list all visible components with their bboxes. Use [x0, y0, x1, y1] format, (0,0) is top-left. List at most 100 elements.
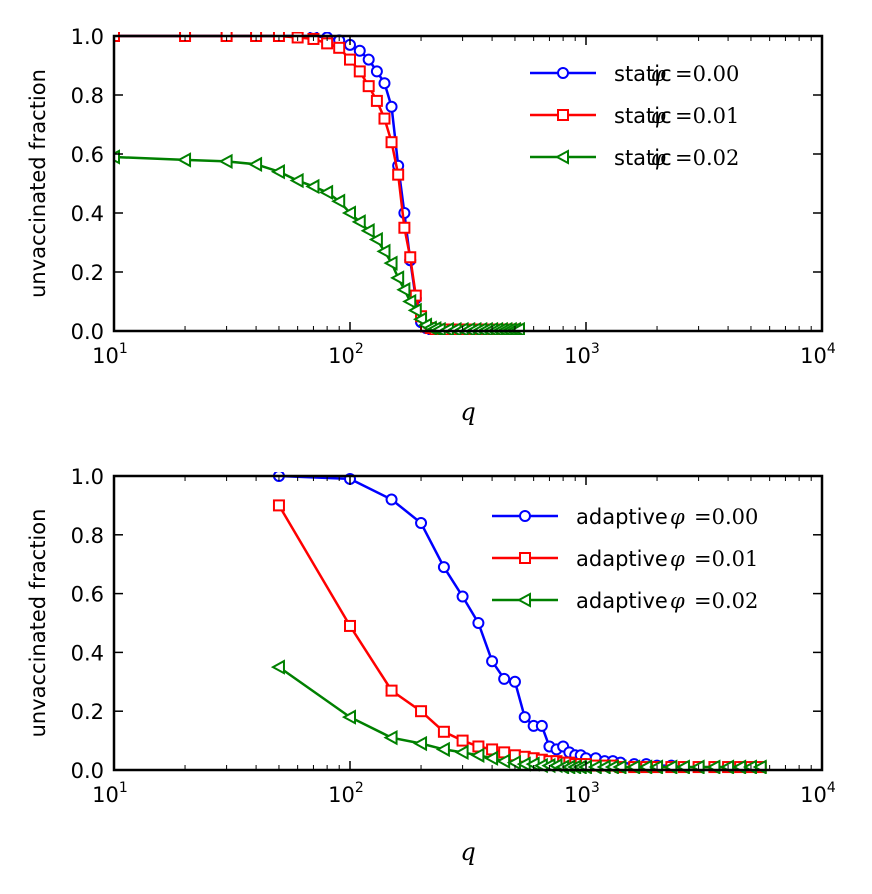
- legend-value-3: =0.02: [694, 589, 758, 613]
- x-tick-label: 102: [328, 780, 364, 807]
- series-3-point-6: [470, 747, 485, 763]
- series-1-point-10: [518, 711, 531, 724]
- series-line-2: [277, 504, 761, 769]
- series-1-point-8: [498, 672, 511, 685]
- series-3-point-4: [435, 741, 450, 758]
- y-tick-label: 0.8: [71, 524, 104, 548]
- y-tick-label: 0.2: [71, 261, 104, 285]
- y-tick-label: 1.0: [71, 25, 104, 49]
- series-3-point-6: [305, 178, 320, 195]
- series-3-point-17: [402, 293, 417, 310]
- x-tick-label: 103: [564, 341, 600, 368]
- legend-label-1: static: [614, 62, 672, 86]
- series-3-point-7: [483, 750, 499, 766]
- series-1-point-16: [398, 207, 411, 219]
- series-1-point-4: [437, 561, 450, 574]
- series-3-point-5: [454, 744, 469, 761]
- series-1-point-11: [362, 53, 375, 66]
- y-axis-label: unvaccinated fraction: [26, 509, 50, 738]
- series-3-point-5: [289, 172, 304, 189]
- y-tick-label: 0.6: [71, 143, 104, 167]
- legend-1-point-marker: [557, 67, 569, 79]
- legend-2-point-marker: [557, 109, 569, 121]
- series-3-point-1: [176, 152, 192, 168]
- series-3-point-4: [270, 164, 285, 180]
- series-2: [272, 499, 767, 774]
- series-2-point-13: [378, 112, 391, 125]
- series-2-point-1: [344, 619, 356, 632]
- chart-2: 0.0 0.2 0.4 0.6 0.8 1.0 101 102 103 104 q unvaccina…: [26, 465, 836, 866]
- series-3-point-9: [341, 205, 356, 221]
- legend-phi-1: φ: [670, 505, 685, 529]
- legend-value-1: =0.00: [675, 62, 739, 86]
- x-tick-label: 102: [328, 341, 364, 368]
- series-2-point-12: [370, 94, 383, 107]
- series-3-point-8: [331, 193, 346, 209]
- legend-label-1: adaptive: [576, 505, 668, 529]
- y-tick-label: 0.4: [71, 641, 104, 665]
- series-3: [114, 149, 525, 335]
- series-1-point-6: [472, 617, 485, 629]
- legend-phi-2: φ: [670, 547, 685, 571]
- legend-value-2: =0.01: [675, 104, 739, 128]
- series-1-point-7: [486, 655, 499, 668]
- y-tick-label: 0.6: [71, 583, 104, 607]
- y-axis-label: unvaccinated fraction: [26, 69, 50, 298]
- series-2-point-5: [456, 734, 469, 747]
- series-2-point-2: [385, 684, 398, 697]
- legend-value-3: =0.02: [675, 146, 739, 170]
- series-3-point-3: [412, 735, 428, 752]
- legend-3-point-marker: [554, 149, 569, 165]
- series-3-point-12: [368, 231, 383, 248]
- series-2-point-15: [392, 168, 405, 181]
- x-tick-label: 101: [92, 341, 128, 368]
- y-tick-label: 0.8: [71, 84, 104, 108]
- series-1-point-12: [370, 65, 383, 78]
- legend-label-2: adaptive: [576, 547, 668, 571]
- y-tick-label: 0.0: [71, 320, 104, 344]
- series-1-point-14: [385, 100, 398, 113]
- series-3-point-10: [351, 214, 366, 230]
- series-3-point-7: [319, 184, 334, 201]
- series-2-point-16: [398, 221, 411, 234]
- series-2-point-9: [344, 53, 356, 66]
- series-2-point-0: [272, 499, 285, 512]
- series-2-point-8: [333, 41, 346, 54]
- legend-label-3: adaptive: [576, 589, 668, 613]
- series-3-point-0: [270, 659, 285, 675]
- legend-value-2: =0.01: [694, 547, 758, 571]
- series-1-point-10: [353, 44, 366, 57]
- series-1-point-12: [535, 719, 548, 732]
- legend-value-1: =0.00: [694, 505, 758, 529]
- series-1-point-13: [378, 77, 391, 90]
- x-tick-label: 104: [800, 780, 836, 807]
- series-1-point-2: [385, 493, 398, 506]
- series-2-point-10: [353, 65, 366, 78]
- series-1-point-5: [456, 590, 469, 603]
- series-3-point-15: [390, 270, 405, 286]
- series-2-point-14: [385, 136, 398, 149]
- axes-frame: [112, 474, 824, 772]
- x-tick-label: 104: [800, 341, 836, 368]
- series-3-point-8: [496, 753, 511, 769]
- series-3-point-2: [383, 729, 398, 746]
- legend-label-3: static: [614, 146, 672, 170]
- series-3-point-16: [396, 282, 411, 298]
- series-3-point-11: [360, 223, 375, 239]
- legend-phi-3: φ: [670, 589, 685, 613]
- axes-frame: [112, 34, 824, 333]
- series-3-point-2: [218, 153, 233, 170]
- legend-1-point-marker: [519, 510, 531, 522]
- y-tick-label: 0.4: [71, 202, 104, 226]
- x-tick-label: 101: [92, 780, 128, 807]
- y-tick-label: 0.2: [71, 700, 104, 724]
- series-3-point-18: [407, 302, 422, 319]
- x-axis-label: q: [460, 838, 475, 866]
- y-tick-label: 0.0: [71, 759, 104, 783]
- series-2-point-17: [404, 251, 417, 264]
- series-2-point-4: [437, 725, 450, 738]
- x-tick-label: 103: [564, 780, 600, 807]
